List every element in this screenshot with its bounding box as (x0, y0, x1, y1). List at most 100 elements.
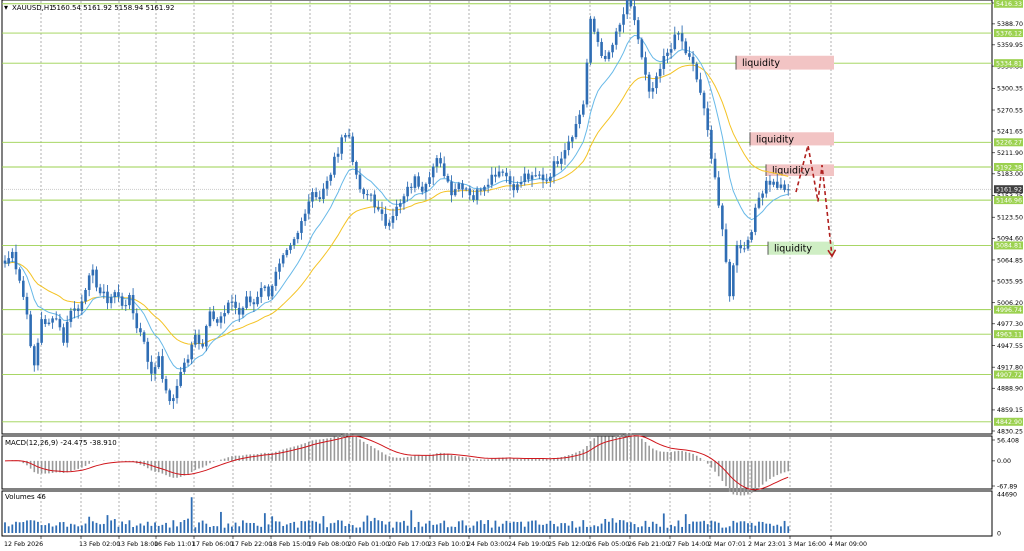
candle-body (603, 55, 607, 59)
candle-body (120, 296, 124, 306)
macd-axis-label: -67.89 (997, 483, 1017, 490)
candle-body (636, 20, 640, 40)
candle-body (80, 301, 84, 312)
candle-body (128, 295, 131, 306)
candle-body (772, 181, 775, 185)
volume-pane-frame (1, 490, 993, 537)
candle-body (724, 229, 728, 262)
candle-body (494, 174, 497, 177)
current-price-tag (994, 185, 1023, 194)
candle-body (373, 194, 376, 208)
candle-body (263, 286, 267, 289)
candle-body (695, 63, 699, 80)
candle-body (505, 172, 508, 177)
time-label: 23 Feb 10:01 (428, 541, 469, 548)
time-label: 17 Feb 06:00 (192, 541, 233, 548)
candle-body (377, 207, 380, 210)
candle-body (545, 180, 548, 182)
candle-body (592, 18, 596, 32)
candle-body (106, 291, 109, 304)
candle-body (764, 180, 768, 194)
candle-body (395, 206, 398, 217)
candle-body (388, 222, 391, 226)
macd-signal-line (4, 435, 789, 491)
time-label: 2 Mar 23:01 (748, 541, 786, 548)
projection-path (795, 145, 833, 257)
candle-body (300, 221, 303, 233)
candle-body (190, 344, 193, 360)
candle-body (333, 156, 336, 175)
candle-body (307, 201, 311, 214)
price-label: 5006.20 (997, 300, 1023, 307)
candle-body (669, 49, 673, 53)
candle-body (710, 130, 713, 159)
candle-body (662, 56, 666, 69)
candle-body (519, 181, 523, 185)
candle-body (483, 186, 486, 191)
candle-body (157, 356, 161, 368)
price-label: 4977.30 (997, 321, 1023, 328)
level-price-tag (994, 305, 1023, 314)
candle-body (102, 291, 106, 294)
candle-body (208, 311, 212, 326)
level-price-tag (994, 241, 1023, 250)
level-price-tag (994, 0, 1023, 8)
liquidity-label: liquidity (756, 134, 794, 145)
candle-body (278, 263, 281, 272)
candle-body (468, 188, 472, 196)
candle-body (58, 318, 62, 328)
candle-body (234, 301, 237, 308)
candle-body (607, 52, 611, 59)
candle-body (501, 171, 505, 173)
candle-body (25, 296, 29, 315)
candle-body (574, 123, 578, 138)
candle-body (259, 288, 263, 297)
time-label: 2 Mar 07:01 (708, 541, 746, 548)
candle-body (453, 189, 457, 196)
candle-body (757, 197, 761, 208)
price-label: 4947.55 (997, 343, 1023, 350)
candle-body (329, 174, 333, 181)
time-label: 20 Feb 17:00 (388, 541, 429, 548)
time-label: 20 Feb 01:00 (348, 541, 389, 548)
level-price-label: 4963.11 (996, 331, 1022, 338)
candle-body (54, 318, 58, 320)
candle-body (530, 175, 534, 180)
candle-body (391, 216, 395, 223)
candle-body (131, 295, 135, 314)
candle-body (746, 239, 750, 249)
level-price-label: 5084.81 (996, 243, 1022, 250)
candle-body (153, 367, 157, 374)
candle-body (647, 74, 651, 92)
candle-body (622, 14, 625, 25)
candle-body (563, 150, 567, 159)
price-label: 5388.70 (997, 21, 1023, 28)
candle-body (76, 308, 80, 312)
candle-body (739, 245, 742, 249)
candle-body (761, 193, 764, 198)
candle-body (486, 184, 490, 187)
time-label: 24 Feb 19:00 (508, 541, 549, 548)
candle-body (508, 176, 512, 185)
price-label: 4888.90 (997, 386, 1023, 393)
candle-body (322, 188, 325, 199)
candle-body (600, 41, 603, 56)
candle-body (721, 205, 724, 230)
candle-body (252, 302, 256, 305)
candle-body (497, 171, 501, 177)
price-label: 5270.55 (997, 107, 1023, 114)
candle-body (11, 251, 14, 259)
candle-body (296, 232, 300, 240)
candle-body (706, 108, 710, 131)
ohlc-label: 5160.54 5161.92 5158.94 5161.92 (52, 4, 174, 12)
candle-body (512, 184, 516, 191)
candle-body (651, 88, 655, 92)
price-axis: 5417.355388.705359.955330.805300.355270.… (992, 0, 1023, 537)
liquidity-zone (750, 132, 834, 146)
liquidity-zone (736, 55, 834, 70)
time-label: 13 Feb 18:00 (117, 541, 158, 548)
candle-body (344, 135, 347, 138)
candle-body (366, 194, 369, 196)
